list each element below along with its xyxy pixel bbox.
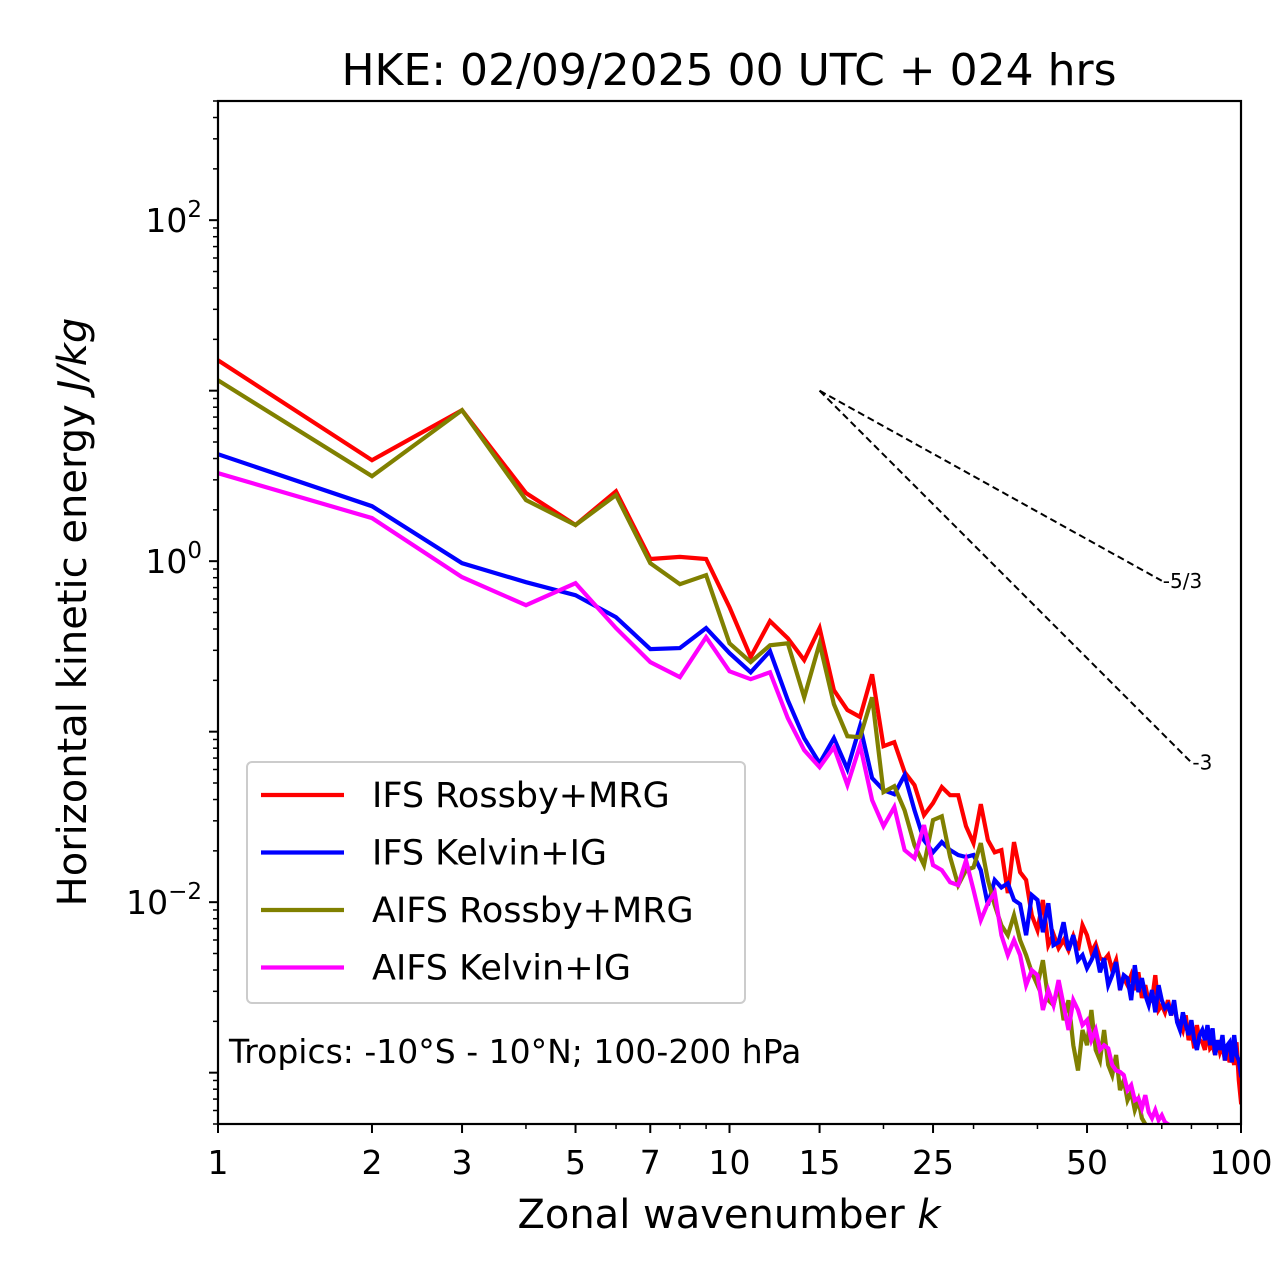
legend-item-aifs-kelvin-ig: AIFS Kelvin+IG	[261, 949, 631, 989]
chart-title: HKE: 02/09/2025 00 UTC + 024 hrs	[341, 45, 1116, 96]
x-tick-label: 2	[361, 1143, 382, 1182]
legend-label: AIFS Rossby+MRG	[372, 891, 694, 931]
series-line-ifs-rossby-mrg	[218, 357, 1241, 1105]
y-axis-label: Horizontal kinetic energy J/kg	[50, 318, 96, 907]
reference-slope-lines: -5/3 -3	[818, 389, 1212, 775]
legend: IFS Rossby+MRG IFS Kelvin+IG AIFS Rossby+M…	[246, 761, 746, 1004]
legend-item-aifs-rossby-mrg: AIFS Rossby+MRG	[261, 891, 694, 931]
y-axis-label-unit: J/kg	[50, 318, 96, 399]
reference-line-label: -3	[1192, 751, 1212, 775]
series-line-aifs-kelvin-ig	[218, 471, 1171, 1124]
x-tick-label: 10	[709, 1143, 751, 1182]
x-axis-label-text: Zonal wavenumber	[517, 1192, 905, 1238]
y-tick-label: 100	[145, 538, 202, 581]
x-tick-label: 25	[912, 1143, 954, 1182]
x-tick-label: 50	[1066, 1143, 1108, 1182]
x-tick-label: 5	[565, 1143, 586, 1182]
x-tick-label: 1	[208, 1143, 229, 1182]
y-axis-label-text: Horizontal kinetic energy	[50, 404, 96, 906]
x-axis-ticks: 1 2 3 5 7 10 15 25 50 100	[208, 1124, 1273, 1182]
legend-item-ifs-kelvin-ig: IFS Kelvin+IG	[261, 834, 607, 874]
legend-label: IFS Kelvin+IG	[372, 834, 607, 874]
series-layer	[218, 357, 1241, 1124]
reference-line-label: -5/3	[1163, 569, 1202, 593]
legend-frame	[246, 761, 746, 1004]
y-tick-label: 102	[145, 197, 202, 240]
x-axis-label-symbol: k	[917, 1192, 942, 1238]
region-annotation: Tropics: -10°S - 10°N; 100-200 hPa	[228, 1032, 801, 1071]
y-tick-label: 10−2	[126, 879, 202, 922]
x-tick-label: 7	[640, 1143, 661, 1182]
x-tick-label: 15	[799, 1143, 841, 1182]
x-axis-label: Zonal wavenumber k	[517, 1192, 942, 1238]
y-axis-ticks: 102 100 10−2	[126, 100, 218, 1125]
series-line-ifs-kelvin-ig	[218, 451, 1241, 1078]
legend-item-ifs-rossby-mrg: IFS Rossby+MRG	[261, 776, 670, 816]
legend-label: AIFS Kelvin+IG	[372, 949, 631, 989]
x-tick-label: 3	[452, 1143, 473, 1182]
legend-label: IFS Rossby+MRG	[372, 776, 670, 816]
x-tick-label: 100	[1210, 1143, 1273, 1182]
